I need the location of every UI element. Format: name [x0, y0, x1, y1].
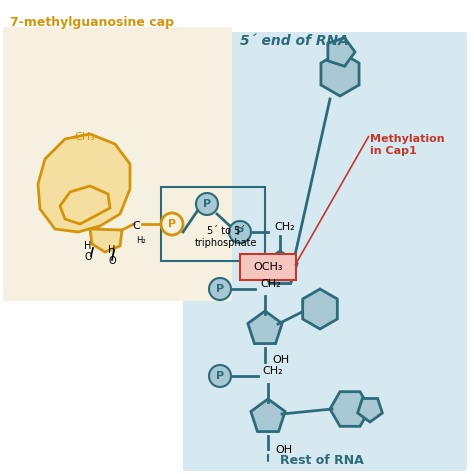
Text: CH₂: CH₂ [262, 366, 283, 376]
Text: OCH₃: OCH₃ [253, 262, 283, 272]
Text: OH: OH [275, 445, 292, 455]
Text: 5´ end of RNA: 5´ end of RNA [240, 34, 349, 48]
Circle shape [196, 193, 218, 215]
Text: P: P [216, 284, 224, 294]
Text: OH: OH [272, 355, 289, 365]
Circle shape [209, 365, 231, 387]
Polygon shape [60, 186, 110, 224]
Text: CH₃: CH₃ [74, 132, 95, 142]
Text: CH₂: CH₂ [260, 279, 281, 289]
Circle shape [209, 278, 231, 300]
Text: H
O: H O [84, 241, 92, 262]
Polygon shape [358, 399, 383, 422]
Polygon shape [303, 289, 337, 329]
Polygon shape [251, 399, 285, 431]
FancyBboxPatch shape [183, 32, 467, 471]
Circle shape [229, 221, 251, 243]
Polygon shape [248, 311, 282, 344]
Circle shape [161, 213, 183, 235]
Text: H₂: H₂ [136, 236, 146, 245]
Text: P: P [168, 219, 176, 229]
Polygon shape [321, 52, 359, 96]
Polygon shape [330, 392, 370, 426]
Polygon shape [90, 229, 122, 252]
FancyBboxPatch shape [3, 27, 232, 301]
Text: 7-methylguanosine cap: 7-methylguanosine cap [10, 16, 174, 29]
Polygon shape [328, 38, 355, 66]
Text: P: P [216, 371, 224, 381]
FancyBboxPatch shape [240, 254, 296, 280]
Text: P: P [236, 227, 244, 237]
Text: Rest of RNA: Rest of RNA [280, 454, 364, 467]
Text: Methylation
in Cap1: Methylation in Cap1 [370, 134, 445, 155]
Text: H
O: H O [108, 245, 116, 266]
Text: 5´ to 5´
triphosphate: 5´ to 5´ triphosphate [195, 226, 257, 247]
Polygon shape [263, 251, 297, 283]
Text: C: C [132, 221, 140, 231]
Text: P: P [203, 199, 211, 209]
Text: CH₂: CH₂ [274, 222, 295, 232]
Polygon shape [38, 134, 130, 232]
